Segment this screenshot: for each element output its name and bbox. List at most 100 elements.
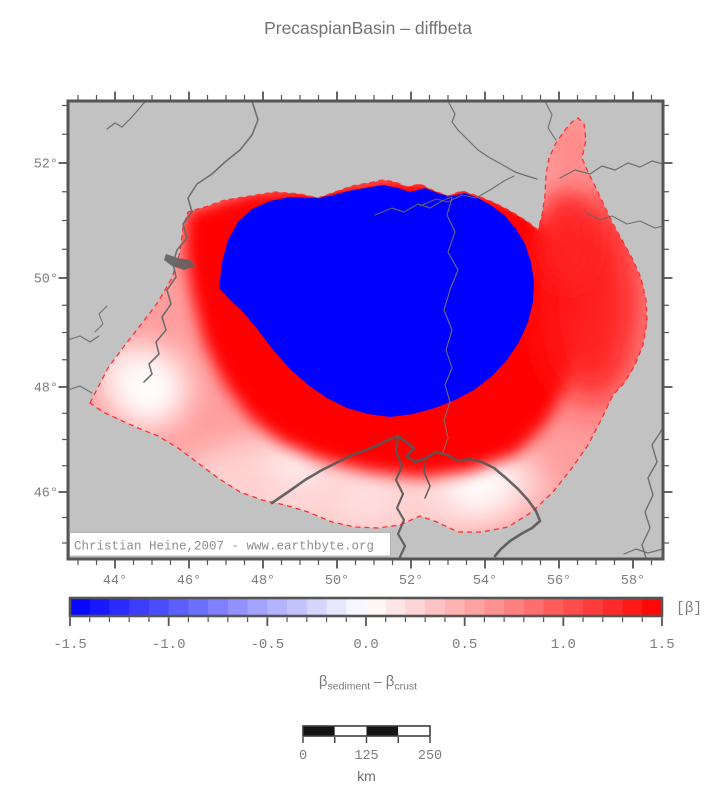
colorbar-segment bbox=[484, 598, 505, 616]
map-axis-tick-labels: 44° 46° 48° 50° 52° 54° 56° 58° 52° 50° 48° 46° bbox=[34, 158, 645, 590]
colorbar-segment bbox=[306, 598, 328, 616]
figure-title: PrecaspianBasin – diffbeta bbox=[264, 18, 472, 38]
colorbar-unit-label: [β] bbox=[676, 601, 702, 617]
colorbar-segment bbox=[405, 598, 426, 616]
x-axis-tick-label: 58° bbox=[621, 574, 645, 589]
river-line bbox=[394, 434, 407, 559]
colorbar-segment bbox=[642, 598, 663, 616]
beta-symbol: β bbox=[319, 673, 328, 690]
river-line bbox=[94, 305, 108, 333]
x-axis-tick-label: 46° bbox=[177, 574, 201, 589]
y-axis-tick-label: 46° bbox=[34, 487, 58, 502]
colorbar-segment bbox=[444, 598, 466, 616]
map-frame bbox=[66, 99, 665, 561]
colorbar-tick-label: 0.0 bbox=[353, 637, 378, 653]
scale-bar-distance-label: 125 bbox=[354, 749, 378, 764]
colorbar-segment bbox=[543, 598, 564, 616]
colorbar-segment bbox=[583, 598, 604, 616]
map-scale-bar: 0 125 250 km bbox=[299, 725, 442, 784]
colorbar-tick-label: -0.5 bbox=[251, 637, 285, 653]
colorbar-frame bbox=[68, 596, 664, 618]
scale-bar-segment bbox=[303, 726, 335, 736]
colorbar: -1.5 -1.0 -0.5 0.0 0.5 1.0 1.5 [β] bbox=[53, 596, 702, 653]
credit-text: Christian Heine,2007 - www.earthbyte.org bbox=[74, 540, 374, 554]
x-axis-tick-label: 56° bbox=[547, 574, 571, 589]
scale-bar-unit: km bbox=[357, 768, 376, 784]
river-line bbox=[584, 211, 663, 229]
colorbar-segment bbox=[385, 598, 406, 616]
scale-bar-distance-label: 0 bbox=[299, 749, 307, 764]
colorbar-segment bbox=[267, 598, 288, 616]
river-line-volga bbox=[143, 101, 259, 383]
colorbar-segment bbox=[188, 598, 209, 616]
colorbar-segment bbox=[366, 598, 387, 616]
river-line bbox=[68, 385, 93, 394]
colorbar-segment bbox=[346, 598, 367, 616]
colorbar-segment bbox=[129, 598, 150, 616]
colorbar-segment bbox=[208, 598, 229, 616]
colorbar-cells bbox=[70, 598, 663, 616]
x-axis-tick-label: 50° bbox=[325, 574, 349, 589]
colorbar-segment bbox=[523, 598, 545, 616]
colorbar-segment bbox=[326, 598, 347, 616]
colorbar-segment bbox=[109, 598, 130, 616]
basin-dashed-boundary bbox=[89, 117, 648, 533]
river-line bbox=[623, 548, 663, 555]
minus-operator: – bbox=[370, 673, 386, 689]
river-line bbox=[447, 101, 538, 180]
beta-subscript-crust: crust bbox=[394, 681, 417, 693]
colorbar-segment bbox=[464, 598, 485, 616]
x-axis-tick-label: 54° bbox=[473, 574, 497, 589]
river-delta-patch bbox=[164, 254, 196, 270]
colorbar-segment bbox=[425, 598, 446, 616]
y-axis-tick-label: 48° bbox=[34, 382, 58, 397]
colorbar-segment bbox=[89, 598, 110, 616]
colorbar-segment bbox=[70, 598, 91, 616]
y-axis-tick-label: 50° bbox=[34, 273, 58, 288]
colorbar-segment bbox=[247, 598, 268, 616]
basin-color-field bbox=[90, 118, 647, 532]
river-line bbox=[106, 101, 147, 130]
river-line bbox=[374, 196, 453, 216]
map-panel: Christian Heine,2007 - www.earthbyte.org… bbox=[34, 91, 673, 590]
scale-bar-segment bbox=[398, 726, 430, 736]
colorbar-segment bbox=[622, 598, 643, 616]
colorbar-segment bbox=[168, 598, 189, 616]
beta-subscript-sediment: sediment bbox=[328, 681, 371, 693]
colorbar-tick-labels: -1.5 -1.0 -0.5 0.0 0.5 1.0 1.5 bbox=[53, 637, 674, 653]
x-axis-tick-label: 52° bbox=[399, 574, 423, 589]
scale-bar-labels: 0 125 250 bbox=[299, 749, 442, 764]
scale-bar-ticks bbox=[302, 737, 431, 743]
x-axis-tick-label: 48° bbox=[251, 574, 275, 589]
beta-difference-label: βsediment – βcrust bbox=[319, 673, 417, 693]
scale-bar-distance-label: 250 bbox=[418, 749, 442, 764]
scale-bar-segments bbox=[303, 726, 430, 736]
river-line bbox=[641, 427, 663, 559]
colorbar-tick-label: 1.0 bbox=[551, 637, 576, 653]
beta-symbol: β bbox=[386, 673, 395, 690]
colorbar-segment bbox=[563, 598, 584, 616]
colorbar-segment bbox=[504, 598, 525, 616]
scale-bar-frame bbox=[302, 725, 431, 737]
river-line bbox=[559, 160, 663, 179]
scale-bar-segment bbox=[366, 726, 399, 736]
river-line bbox=[68, 335, 100, 343]
x-axis-tick-label: 44° bbox=[103, 574, 127, 589]
colorbar-tick-label: 1.5 bbox=[649, 637, 674, 653]
river-line bbox=[423, 457, 431, 499]
colorbar-segment bbox=[227, 598, 249, 616]
river-line bbox=[442, 197, 459, 453]
map-axis-ticks bbox=[58, 91, 673, 569]
caspian-coastline bbox=[270, 434, 542, 558]
y-axis-tick-label: 52° bbox=[34, 158, 58, 173]
colorbar-tick-label: 0.5 bbox=[452, 637, 477, 653]
negative-blue-anomaly bbox=[219, 185, 534, 417]
colorbar-ticks bbox=[69, 617, 663, 626]
rivers-layer bbox=[68, 101, 663, 559]
river-line bbox=[544, 101, 557, 141]
river-line bbox=[419, 175, 515, 207]
colorbar-segment bbox=[602, 598, 624, 616]
colorbar-segment bbox=[148, 598, 170, 616]
